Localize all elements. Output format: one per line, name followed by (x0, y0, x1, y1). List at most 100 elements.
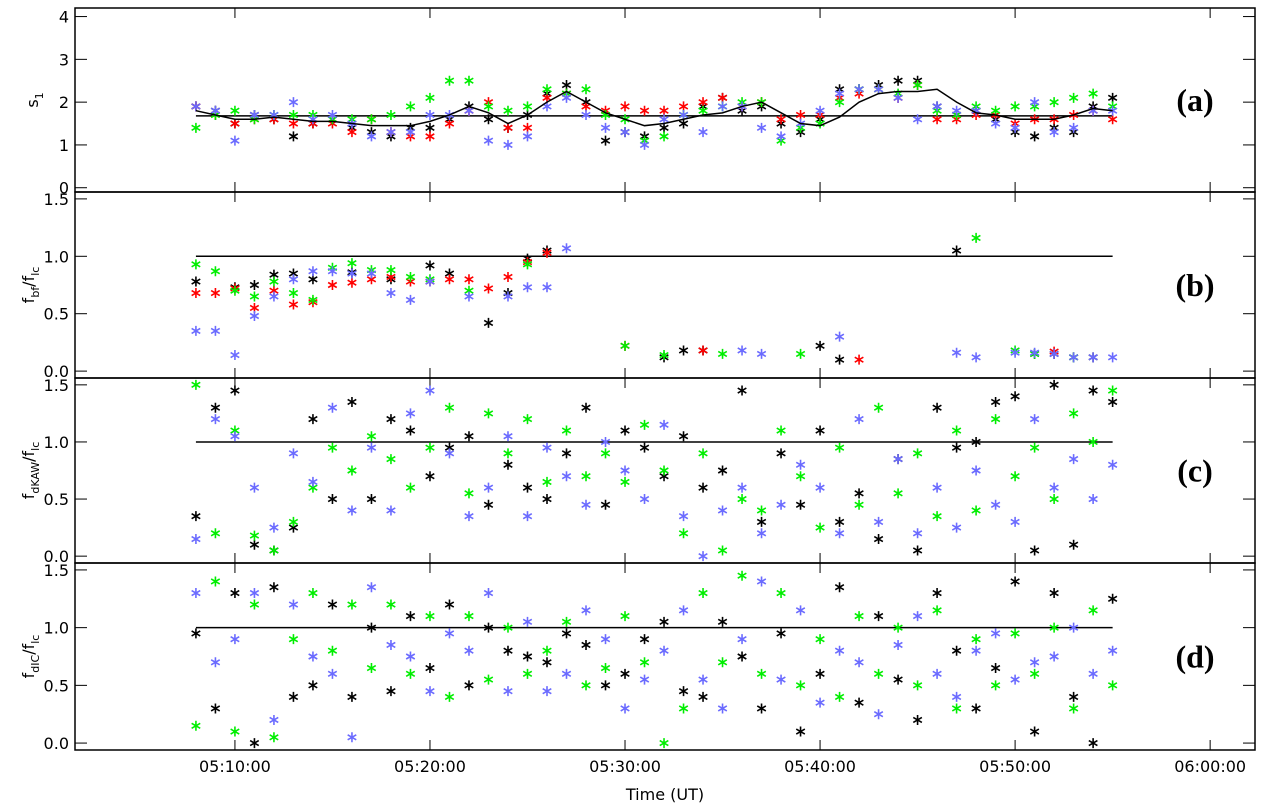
data-point (951, 347, 962, 358)
data-point (639, 494, 650, 505)
data-point (990, 396, 1001, 407)
data-point (561, 425, 572, 436)
data-point (347, 258, 357, 269)
data-point (639, 634, 650, 645)
data-point (1088, 385, 1098, 396)
data-point (834, 582, 845, 593)
data-point (191, 122, 201, 133)
data-point (639, 419, 650, 430)
x-tick-label: 05:10:00 (199, 757, 271, 776)
data-point (678, 118, 689, 129)
data-point (873, 611, 884, 622)
data-point (269, 582, 279, 593)
data-point (444, 402, 455, 413)
data-point (659, 465, 669, 476)
fit-line (195, 88, 1113, 127)
data-point (834, 442, 845, 453)
points (191, 75, 1118, 150)
data-point (971, 634, 981, 645)
data-point (210, 105, 221, 116)
y-tick-label: 0.5 (44, 676, 69, 695)
data-point (483, 482, 494, 493)
y-tick-label: 1.0 (44, 433, 69, 452)
data-point (971, 436, 981, 447)
data-point (210, 528, 221, 539)
data-point (366, 582, 377, 593)
data-point (795, 348, 806, 359)
data-point (737, 385, 747, 396)
data-point (776, 114, 786, 125)
data-point (815, 634, 825, 645)
data-point (464, 291, 474, 302)
data-point (1107, 645, 1118, 656)
data-point (269, 545, 279, 556)
data-point (990, 499, 1001, 510)
data-point (873, 709, 884, 720)
data-point (620, 425, 630, 436)
data-point (327, 280, 338, 290)
data-point (795, 726, 806, 737)
data-point (620, 668, 630, 679)
data-point (990, 105, 1001, 116)
data-point (288, 109, 299, 120)
data-point (581, 84, 591, 95)
data-point (678, 528, 689, 539)
data-point (581, 680, 591, 691)
y-tick-label: 1.5 (44, 376, 69, 395)
data-point (210, 325, 221, 336)
y-tick-label: 0.5 (44, 490, 69, 509)
data-point (425, 385, 435, 396)
data-point (327, 266, 338, 277)
data-point (464, 488, 474, 499)
data-point (815, 105, 825, 116)
data-point (1088, 494, 1098, 505)
data-point (893, 622, 903, 633)
data-point (912, 528, 923, 539)
data-point (600, 436, 611, 447)
y-axis-label: fbf/flc (19, 267, 42, 304)
data-point (464, 511, 474, 522)
data-point (893, 488, 903, 499)
data-point (522, 668, 533, 679)
data-point (288, 97, 299, 108)
data-point (327, 668, 338, 679)
data-point (971, 352, 981, 363)
data-point (1068, 122, 1079, 133)
data-point (1088, 605, 1098, 616)
data-point (737, 634, 747, 645)
data-point (522, 616, 533, 627)
data-point (990, 118, 1001, 129)
data-point (249, 539, 260, 550)
data-point (951, 105, 962, 116)
data-point (249, 588, 260, 599)
data-point (951, 425, 962, 436)
data-point (1029, 657, 1040, 668)
data-point (249, 311, 260, 321)
y-label-text: f (19, 493, 38, 499)
data-point (659, 645, 669, 656)
data-point (483, 499, 494, 510)
data-point (834, 88, 845, 99)
data-point (386, 454, 396, 465)
data-point (1029, 347, 1040, 358)
data-point (1049, 482, 1059, 493)
data-point (249, 482, 260, 493)
data-point (1029, 726, 1040, 737)
panel-label: (a) (1176, 82, 1213, 118)
data-point (717, 545, 728, 556)
data-point (581, 109, 591, 120)
data-point (893, 454, 903, 465)
data-point (639, 139, 650, 150)
data-point (756, 122, 767, 133)
data-point (834, 354, 845, 365)
data-point (542, 282, 552, 293)
y-tick-label: 2 (59, 93, 69, 112)
data-point (327, 109, 338, 120)
data-point (366, 114, 377, 125)
data-point (522, 282, 533, 293)
data-point (678, 109, 689, 120)
data-point (620, 101, 630, 112)
data-point (873, 84, 884, 95)
x-tick-label: 05:50:00 (979, 757, 1051, 776)
data-point (932, 402, 942, 413)
